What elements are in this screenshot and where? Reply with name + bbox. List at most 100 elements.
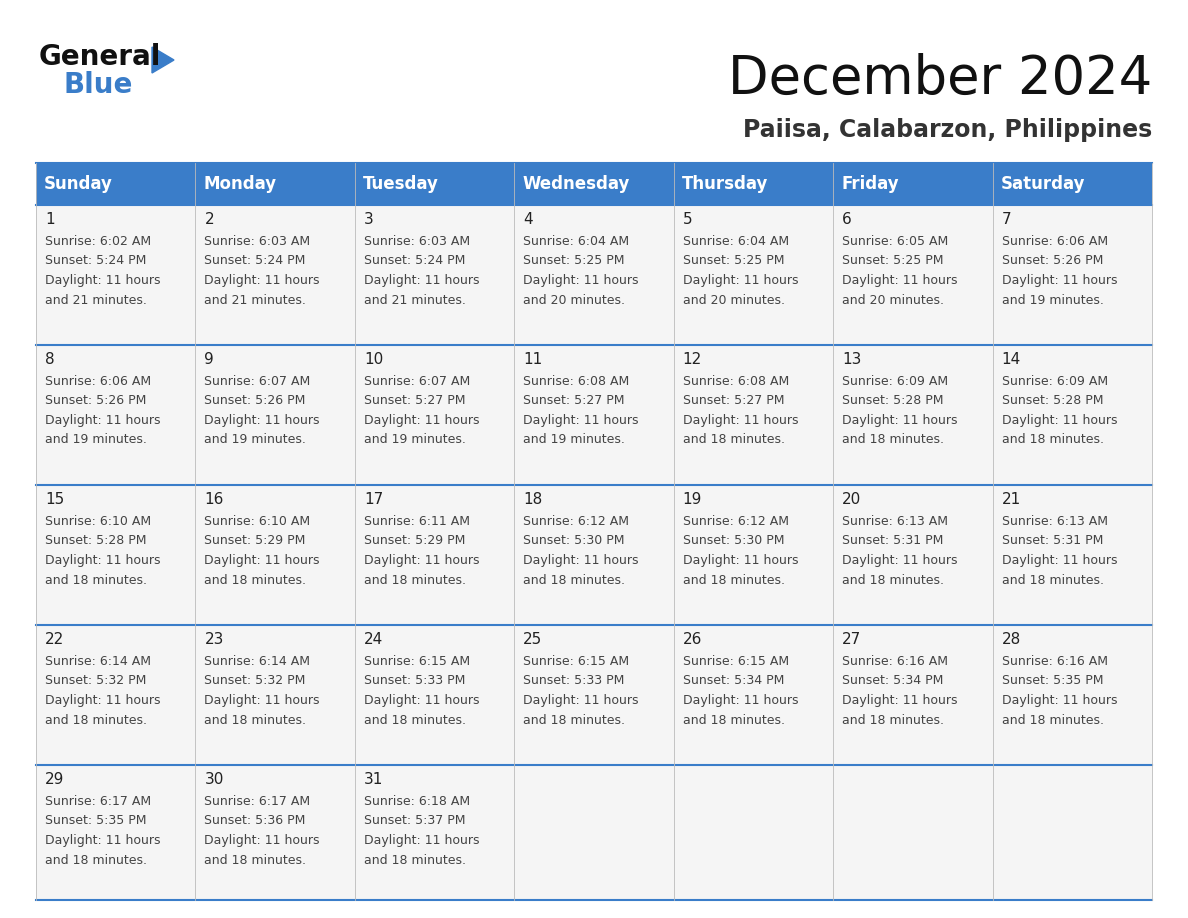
Text: 12: 12 (683, 352, 702, 367)
Text: Friday: Friday (841, 175, 899, 193)
Text: and 21 minutes.: and 21 minutes. (45, 294, 147, 307)
Text: and 18 minutes.: and 18 minutes. (683, 433, 785, 446)
Text: 21: 21 (1001, 492, 1020, 507)
Text: Daylight: 11 hours: Daylight: 11 hours (204, 554, 320, 567)
Text: Sunset: 5:25 PM: Sunset: 5:25 PM (842, 254, 943, 267)
Text: Blue: Blue (63, 71, 132, 99)
Text: Sunrise: 6:12 AM: Sunrise: 6:12 AM (523, 515, 630, 528)
Text: and 18 minutes.: and 18 minutes. (683, 574, 785, 587)
Text: and 19 minutes.: and 19 minutes. (364, 433, 466, 446)
Text: Sunset: 5:24 PM: Sunset: 5:24 PM (204, 254, 305, 267)
Text: Sunrise: 6:11 AM: Sunrise: 6:11 AM (364, 515, 470, 528)
Text: and 19 minutes.: and 19 minutes. (204, 433, 307, 446)
Bar (36, 765, 196, 900)
Text: Sunset: 5:24 PM: Sunset: 5:24 PM (364, 254, 466, 267)
Text: Sunset: 5:26 PM: Sunset: 5:26 PM (45, 395, 146, 408)
Text: Sunset: 5:29 PM: Sunset: 5:29 PM (204, 534, 305, 547)
Bar (992, 765, 1152, 900)
Text: 20: 20 (842, 492, 861, 507)
Bar (36, 163, 1152, 205)
Text: Daylight: 11 hours: Daylight: 11 hours (1001, 554, 1117, 567)
Text: 8: 8 (45, 352, 55, 367)
Text: Daylight: 11 hours: Daylight: 11 hours (683, 694, 798, 707)
Text: Sunrise: 6:09 AM: Sunrise: 6:09 AM (1001, 375, 1107, 388)
Bar (674, 625, 833, 765)
Text: Sunrise: 6:14 AM: Sunrise: 6:14 AM (204, 655, 310, 668)
Text: 29: 29 (45, 772, 64, 787)
Bar (196, 765, 355, 900)
Bar (355, 625, 514, 765)
Text: Sunrise: 6:03 AM: Sunrise: 6:03 AM (204, 235, 310, 248)
Text: and 18 minutes.: and 18 minutes. (45, 713, 147, 726)
Bar (196, 345, 355, 485)
Text: Sunrise: 6:10 AM: Sunrise: 6:10 AM (204, 515, 310, 528)
Text: Sunset: 5:35 PM: Sunset: 5:35 PM (1001, 675, 1104, 688)
Text: 16: 16 (204, 492, 223, 507)
Text: Daylight: 11 hours: Daylight: 11 hours (204, 694, 320, 707)
Text: Sunset: 5:33 PM: Sunset: 5:33 PM (364, 675, 466, 688)
Text: and 19 minutes.: and 19 minutes. (523, 433, 625, 446)
Text: and 20 minutes.: and 20 minutes. (523, 294, 625, 307)
Text: 11: 11 (523, 352, 543, 367)
Text: Sunrise: 6:02 AM: Sunrise: 6:02 AM (45, 235, 151, 248)
Text: Daylight: 11 hours: Daylight: 11 hours (45, 554, 160, 567)
Text: 10: 10 (364, 352, 383, 367)
Text: Daylight: 11 hours: Daylight: 11 hours (204, 414, 320, 427)
Text: and 18 minutes.: and 18 minutes. (1001, 713, 1104, 726)
Text: Sunrise: 6:17 AM: Sunrise: 6:17 AM (45, 795, 151, 808)
Text: 28: 28 (1001, 632, 1020, 647)
Text: 24: 24 (364, 632, 383, 647)
Text: Sunset: 5:28 PM: Sunset: 5:28 PM (842, 395, 943, 408)
Text: Sunrise: 6:05 AM: Sunrise: 6:05 AM (842, 235, 948, 248)
Text: and 18 minutes.: and 18 minutes. (683, 713, 785, 726)
Text: Sunrise: 6:15 AM: Sunrise: 6:15 AM (523, 655, 630, 668)
Text: Daylight: 11 hours: Daylight: 11 hours (364, 274, 479, 287)
Text: Sunrise: 6:13 AM: Sunrise: 6:13 AM (842, 515, 948, 528)
Text: Sunrise: 6:08 AM: Sunrise: 6:08 AM (523, 375, 630, 388)
Text: Daylight: 11 hours: Daylight: 11 hours (842, 694, 958, 707)
Text: and 20 minutes.: and 20 minutes. (683, 294, 785, 307)
Text: Daylight: 11 hours: Daylight: 11 hours (1001, 414, 1117, 427)
Text: Daylight: 11 hours: Daylight: 11 hours (364, 694, 479, 707)
Text: Sunrise: 6:18 AM: Sunrise: 6:18 AM (364, 795, 470, 808)
Bar (674, 485, 833, 625)
Text: 31: 31 (364, 772, 384, 787)
Bar (36, 625, 196, 765)
Text: and 18 minutes.: and 18 minutes. (204, 854, 307, 867)
Text: Sunset: 5:28 PM: Sunset: 5:28 PM (45, 534, 146, 547)
Bar (196, 625, 355, 765)
Text: Sunset: 5:30 PM: Sunset: 5:30 PM (523, 534, 625, 547)
Bar (355, 765, 514, 900)
Bar (36, 345, 196, 485)
Text: and 18 minutes.: and 18 minutes. (364, 574, 466, 587)
Text: Sunset: 5:34 PM: Sunset: 5:34 PM (842, 675, 943, 688)
Text: Sunrise: 6:07 AM: Sunrise: 6:07 AM (364, 375, 470, 388)
Text: and 19 minutes.: and 19 minutes. (45, 433, 147, 446)
Bar (992, 625, 1152, 765)
Text: Saturday: Saturday (1000, 175, 1085, 193)
Bar (674, 765, 833, 900)
Bar (355, 205, 514, 345)
Text: Sunset: 5:29 PM: Sunset: 5:29 PM (364, 534, 466, 547)
Text: Sunrise: 6:16 AM: Sunrise: 6:16 AM (1001, 655, 1107, 668)
Text: Sunset: 5:34 PM: Sunset: 5:34 PM (683, 675, 784, 688)
Text: Sunrise: 6:10 AM: Sunrise: 6:10 AM (45, 515, 151, 528)
Text: Sunset: 5:31 PM: Sunset: 5:31 PM (1001, 534, 1102, 547)
Text: Daylight: 11 hours: Daylight: 11 hours (683, 274, 798, 287)
Text: Sunset: 5:32 PM: Sunset: 5:32 PM (204, 675, 305, 688)
Text: Monday: Monday (203, 175, 277, 193)
Text: and 18 minutes.: and 18 minutes. (523, 713, 625, 726)
Text: 6: 6 (842, 212, 852, 227)
Text: 2: 2 (204, 212, 214, 227)
Text: Sunset: 5:24 PM: Sunset: 5:24 PM (45, 254, 146, 267)
Text: Sunrise: 6:04 AM: Sunrise: 6:04 AM (523, 235, 630, 248)
Bar (514, 485, 674, 625)
Text: and 18 minutes.: and 18 minutes. (842, 713, 944, 726)
Text: Sunset: 5:31 PM: Sunset: 5:31 PM (842, 534, 943, 547)
Text: and 18 minutes.: and 18 minutes. (523, 574, 625, 587)
Text: Sunset: 5:32 PM: Sunset: 5:32 PM (45, 675, 146, 688)
Text: Sunset: 5:30 PM: Sunset: 5:30 PM (683, 534, 784, 547)
Text: Daylight: 11 hours: Daylight: 11 hours (523, 694, 639, 707)
Bar (992, 345, 1152, 485)
Text: and 18 minutes.: and 18 minutes. (204, 574, 307, 587)
